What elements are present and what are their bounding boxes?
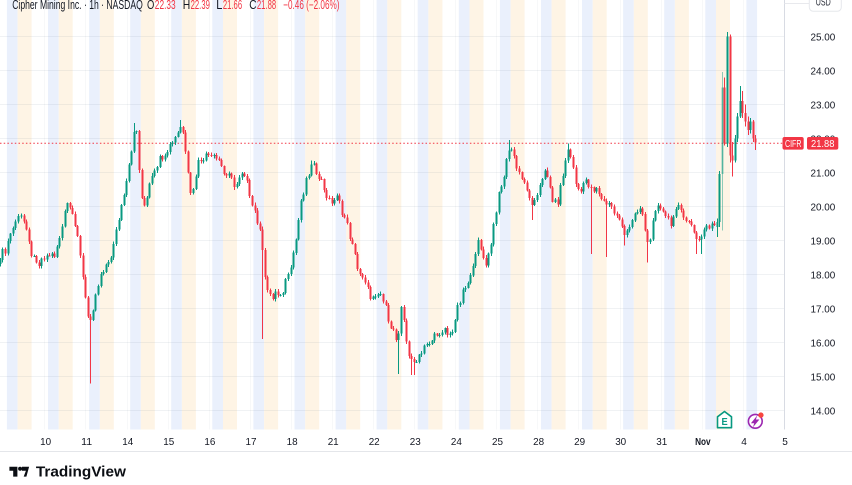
svg-text:C: C	[249, 0, 256, 12]
svg-text:10: 10	[40, 436, 51, 448]
svg-text:25: 25	[492, 436, 503, 448]
svg-text:H: H	[183, 0, 191, 12]
svg-text:14: 14	[122, 436, 133, 448]
svg-text:17: 17	[246, 436, 257, 448]
svg-text:25.00: 25.00	[811, 32, 836, 44]
svg-text:TradingView: TradingView	[36, 464, 126, 481]
svg-text:31: 31	[656, 436, 667, 448]
svg-text:24.00: 24.00	[811, 66, 836, 78]
svg-text:22.39: 22.39	[191, 0, 210, 12]
svg-text:O: O	[147, 0, 154, 12]
svg-text:16: 16	[204, 436, 215, 448]
svg-text:30: 30	[615, 436, 626, 448]
svg-text:28: 28	[533, 436, 544, 448]
svg-text:22: 22	[369, 436, 380, 448]
svg-text:11: 11	[81, 436, 92, 448]
svg-text:−0.46 (−2.06%): −0.46 (−2.06%)	[283, 0, 339, 12]
svg-text:19.00: 19.00	[811, 236, 836, 248]
svg-text:20.00: 20.00	[811, 202, 836, 214]
svg-text:4: 4	[741, 436, 747, 448]
svg-text:L: L	[216, 0, 222, 12]
svg-text:23.00: 23.00	[811, 100, 836, 112]
svg-text:21: 21	[328, 436, 339, 448]
svg-text:CIFR: CIFR	[785, 139, 801, 150]
svg-text:23: 23	[410, 436, 421, 448]
svg-text:29: 29	[574, 436, 585, 448]
svg-text:21.88: 21.88	[257, 0, 276, 12]
svg-text:18: 18	[287, 436, 298, 448]
svg-text:21.66: 21.66	[223, 0, 242, 12]
svg-text:21.88: 21.88	[811, 138, 835, 150]
svg-text:16.00: 16.00	[811, 338, 836, 350]
svg-text:24: 24	[451, 436, 462, 448]
svg-text:14.00: 14.00	[811, 406, 836, 418]
svg-text:15: 15	[163, 436, 174, 448]
svg-text:USD: USD	[816, 0, 831, 8]
svg-text:18.00: 18.00	[811, 270, 836, 282]
svg-text:Cipher Mining Inc. · 1h · NASD: Cipher Mining Inc. · 1h · NASDAQ	[12, 0, 143, 12]
svg-text:17.00: 17.00	[811, 304, 836, 316]
svg-text:21.00: 21.00	[811, 168, 836, 180]
svg-text:22.33: 22.33	[155, 0, 176, 12]
svg-text:15.00: 15.00	[811, 372, 836, 384]
svg-text:E: E	[722, 416, 728, 428]
svg-text:Nov: Nov	[695, 436, 711, 448]
svg-text:5: 5	[782, 436, 788, 448]
